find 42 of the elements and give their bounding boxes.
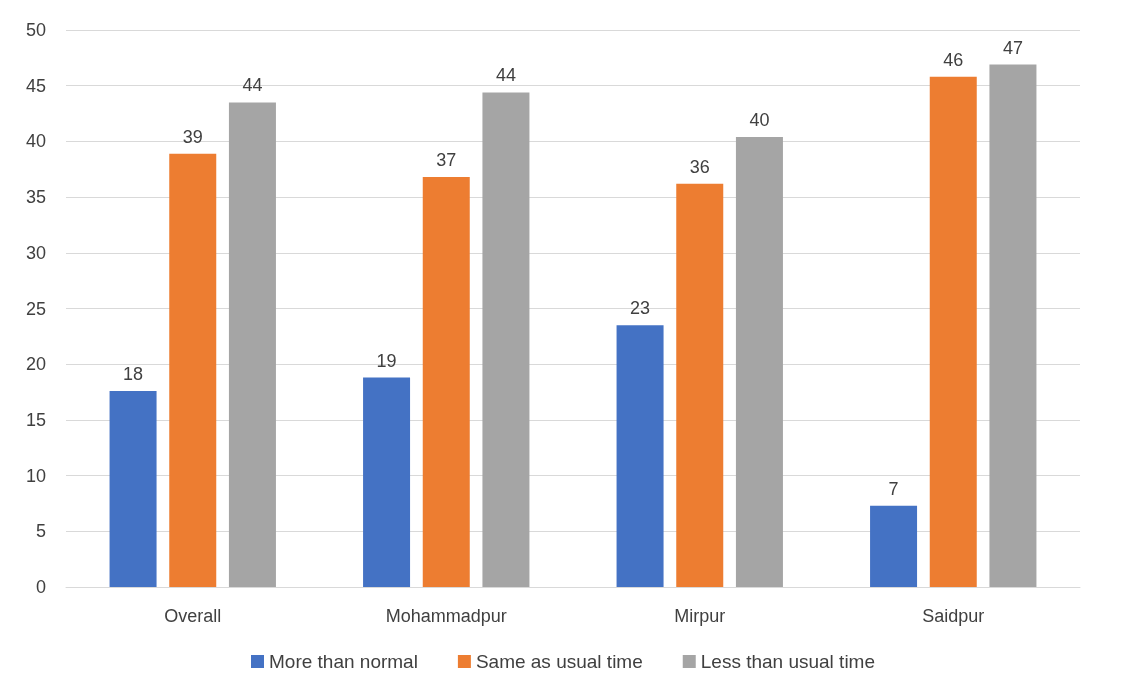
x-tick-label: Mirpur — [674, 606, 726, 626]
data-label: 39 — [182, 126, 203, 147]
data-label: 44 — [495, 65, 516, 86]
bar — [870, 505, 918, 587]
bar — [616, 325, 664, 587]
data-label: 36 — [689, 156, 710, 177]
bar — [989, 64, 1037, 587]
data-label: 40 — [749, 109, 770, 130]
bar — [482, 92, 530, 587]
legend-label: Same as usual time — [475, 651, 643, 672]
data-label: 19 — [376, 350, 397, 371]
y-tick-label: 30 — [25, 242, 46, 263]
data-label: 46 — [943, 49, 964, 70]
legend-label: More than normal — [268, 651, 418, 672]
legend-label: Less than usual time — [700, 651, 876, 672]
data-label: 44 — [242, 75, 263, 96]
y-tick-label: 20 — [25, 354, 46, 375]
y-tick-label: 0 — [35, 577, 46, 597]
x-tick-label: Overall — [164, 606, 222, 626]
y-tick-label: 5 — [35, 521, 46, 542]
x-tick-label: Saidpur — [922, 606, 985, 626]
bar — [422, 177, 470, 587]
bar — [735, 136, 783, 587]
bar — [929, 76, 977, 587]
y-tick-label: 50 — [25, 20, 46, 40]
data-label: 37 — [436, 150, 457, 171]
y-tick-label: 15 — [25, 409, 46, 430]
bar — [363, 377, 411, 587]
data-label: 7 — [888, 478, 899, 499]
data-label: 23 — [630, 298, 651, 319]
y-tick-label: 25 — [25, 298, 46, 319]
y-tick-label: 35 — [25, 187, 46, 208]
bar — [109, 390, 157, 587]
y-tick-label: 45 — [25, 75, 46, 96]
bar — [228, 102, 276, 587]
data-label: 18 — [123, 363, 144, 384]
data-label: 47 — [1002, 37, 1023, 58]
bar — [169, 153, 217, 587]
y-tick-label: 40 — [25, 131, 46, 152]
x-tick-label: Mohammadpur — [385, 606, 507, 626]
y-tick-label: 10 — [25, 465, 46, 486]
bar — [676, 183, 724, 587]
